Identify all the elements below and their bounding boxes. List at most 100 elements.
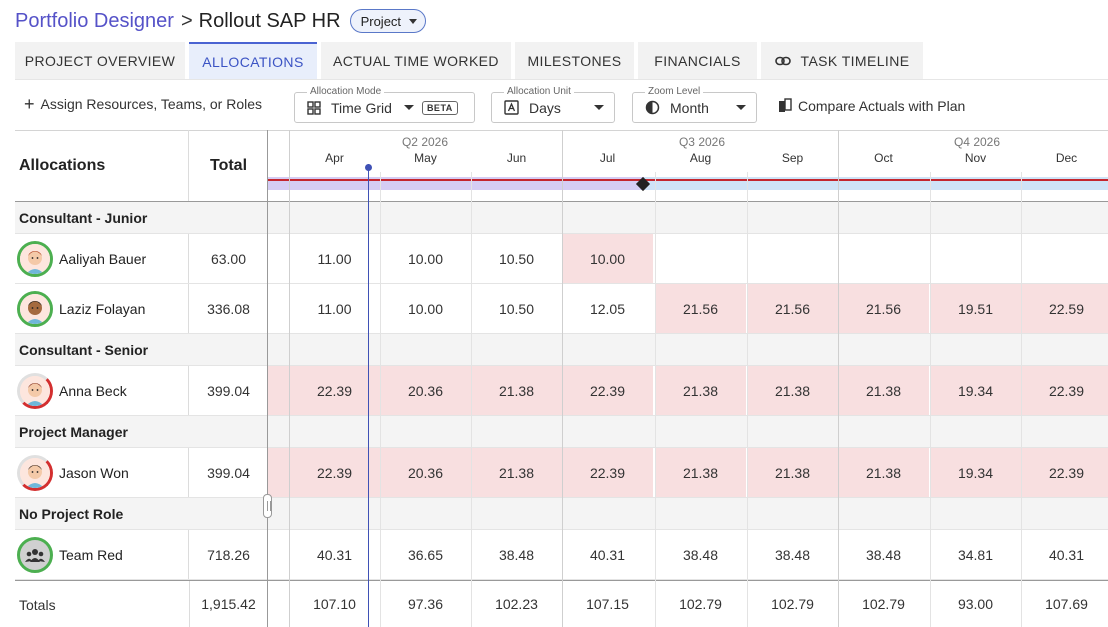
allocation-cell[interactable]: 20.36 <box>380 448 471 497</box>
totals-label: Totals <box>19 597 56 613</box>
allocation-cell[interactable]: 10.50 <box>498 300 535 317</box>
month-divider <box>380 172 381 627</box>
resource-name[interactable]: Aaliyah Bauer <box>59 250 147 267</box>
allocation-cell[interactable]: 19.34 <box>930 366 1021 415</box>
gap-cell <box>268 448 289 497</box>
month-total-cell: 102.79 <box>862 596 905 612</box>
resource-name[interactable]: Jason Won <box>59 464 129 481</box>
month-total-cell: 97.36 <box>407 596 444 612</box>
allocations-column-header: Allocations <box>15 130 189 201</box>
allocation-cell[interactable]: 22.39 <box>289 366 380 415</box>
tab-label: PROJECT OVERVIEW <box>24 52 176 69</box>
allocation-cell[interactable]: 22.39 <box>1021 366 1108 415</box>
assign-resources-label: Assign Resources, Teams, or Roles <box>40 96 263 112</box>
allocation-cell[interactable]: 22.39 <box>562 448 653 497</box>
allocation-cell[interactable]: 11.00 <box>317 250 352 267</box>
allocation-cell[interactable]: 11.00 <box>317 300 352 317</box>
resource-name[interactable]: Laziz Folayan <box>59 300 146 317</box>
allocation-cell[interactable]: 12.05 <box>589 300 626 317</box>
allocation-cell[interactable]: 21.38 <box>655 448 746 497</box>
allocation-cell[interactable]: 38.48 <box>865 546 902 563</box>
allocation-cell[interactable]: 10.00 <box>562 234 653 283</box>
tab-project-overview[interactable]: PROJECT OVERVIEW <box>15 42 185 79</box>
allocation-cell[interactable]: 21.56 <box>838 284 929 333</box>
allocation-cell[interactable]: 38.48 <box>498 546 535 563</box>
month-divider <box>930 172 931 627</box>
allocation-cell[interactable] <box>930 234 1021 283</box>
allocation-mode-select[interactable]: Allocation Mode Time Grid BETA <box>294 86 475 123</box>
allocation-row[interactable]: Laziz Folayan 336.08 11.00 10.00 10.50 12.05 2… <box>15 284 1108 334</box>
allocation-row[interactable]: Jason Won 399.04 22.39 20.36 21.38 22.39 21.38… <box>15 448 1108 498</box>
allocation-cell[interactable]: 19.34 <box>930 448 1021 497</box>
allocation-cell[interactable]: 40.31 <box>1048 546 1085 563</box>
month-label: Sep <box>781 151 804 165</box>
zoom-half-circle-icon <box>645 100 660 115</box>
allocation-cell[interactable] <box>747 234 838 283</box>
allocation-cell[interactable]: 10.00 <box>407 300 444 317</box>
resource-cell[interactable]: Team Red <box>15 530 189 579</box>
resource-cell[interactable]: Jason Won <box>15 448 189 497</box>
allocation-cell[interactable]: 22.39 <box>562 366 653 415</box>
totals-row: Totals 1,915.42 107.10 97.36 102.23 107.15 102… <box>15 580 1108 627</box>
allocation-unit-value: Days <box>529 99 561 116</box>
allocation-cell[interactable]: 36.65 <box>407 546 444 563</box>
allocation-cell[interactable] <box>655 234 746 283</box>
allocation-cell[interactable] <box>838 234 929 283</box>
resource-cell[interactable]: Laziz Folayan <box>15 284 189 333</box>
compare-actuals-button[interactable]: Compare Actuals with Plan <box>778 98 965 114</box>
total-column-header: Total <box>209 156 248 174</box>
month-label: Jul <box>599 151 616 165</box>
tab-milestones[interactable]: MILESTONES <box>515 42 634 79</box>
allocation-row[interactable]: Team Red 718.26 40.31 36.65 38.48 40.31 38.48 3… <box>15 530 1108 580</box>
allocation-cell[interactable]: 21.56 <box>747 284 838 333</box>
allocation-cell[interactable]: 21.38 <box>471 448 562 497</box>
resource-name[interactable]: Team Red <box>59 546 123 563</box>
allocation-cell[interactable]: 34.81 <box>957 546 994 563</box>
allocation-mode-label: Allocation Mode <box>307 86 385 97</box>
allocation-cell[interactable]: 21.38 <box>838 448 929 497</box>
tab-task-timeline[interactable]: TASK TIMELINE <box>761 42 923 79</box>
splitter-drag-handle[interactable] <box>263 494 272 518</box>
allocation-unit-select[interactable]: Allocation Unit Days <box>491 86 615 123</box>
allocation-cell[interactable]: 21.38 <box>471 366 562 415</box>
allocation-cell[interactable]: 22.39 <box>289 448 380 497</box>
allocation-cell[interactable]: 22.39 <box>1021 448 1108 497</box>
assign-resources-button[interactable]: + Assign Resources, Teams, or Roles <box>24 95 263 113</box>
allocation-cell[interactable]: 21.56 <box>655 284 746 333</box>
allocation-row[interactable]: Anna Beck 399.04 22.39 20.36 21.38 22.39 21.38… <box>15 366 1108 416</box>
resource-cell[interactable]: Anna Beck <box>15 366 189 415</box>
tab-financials[interactable]: FINANCIALS <box>638 42 757 79</box>
compare-actuals-label: Compare Actuals with Plan <box>798 98 966 114</box>
allocation-cell[interactable]: 21.38 <box>838 366 929 415</box>
allocation-cell[interactable]: 40.31 <box>589 546 626 563</box>
allocation-cell[interactable]: 38.48 <box>682 546 719 563</box>
allocation-cell[interactable]: 40.31 <box>316 546 353 563</box>
allocation-cell[interactable]: 38.48 <box>774 546 811 563</box>
allocation-cell[interactable]: 21.38 <box>655 366 746 415</box>
resource-name[interactable]: Anna Beck <box>59 382 127 399</box>
breadcrumb-root-link[interactable]: Portfolio Designer <box>15 9 174 32</box>
month-label: Oct <box>874 151 893 165</box>
quarter-divider <box>562 130 563 627</box>
project-type-dropdown[interactable]: Project <box>349 9 427 33</box>
allocation-cell[interactable]: 10.00 <box>407 250 444 267</box>
allocation-cell[interactable]: 21.38 <box>747 366 838 415</box>
month-label: May <box>414 151 437 165</box>
calendar-days-icon <box>504 100 519 115</box>
pane-splitter[interactable] <box>267 130 268 627</box>
zoom-level-select[interactable]: Zoom Level Month <box>632 86 757 123</box>
allocation-row[interactable]: Aaliyah Bauer 63.00 11.00 10.00 10.50 10.00 <box>15 234 1108 284</box>
zoom-level-label: Zoom Level <box>645 86 704 97</box>
tab-actual-time-worked[interactable]: ACTUAL TIME WORKED <box>321 42 511 79</box>
tab-allocations[interactable]: ALLOCATIONS <box>189 42 317 79</box>
allocation-cell[interactable]: 10.50 <box>498 250 535 267</box>
month-divider <box>1021 172 1022 627</box>
resource-cell[interactable]: Aaliyah Bauer <box>15 234 189 283</box>
allocation-unit-label: Allocation Unit <box>504 86 574 97</box>
allocation-cell[interactable]: 20.36 <box>380 366 471 415</box>
allocation-cell[interactable]: 21.38 <box>747 448 838 497</box>
allocation-cell[interactable] <box>1021 234 1108 283</box>
beta-badge: BETA <box>421 100 458 115</box>
allocation-cell[interactable]: 19.51 <box>930 284 1021 333</box>
allocation-cell[interactable]: 22.59 <box>1021 284 1108 333</box>
